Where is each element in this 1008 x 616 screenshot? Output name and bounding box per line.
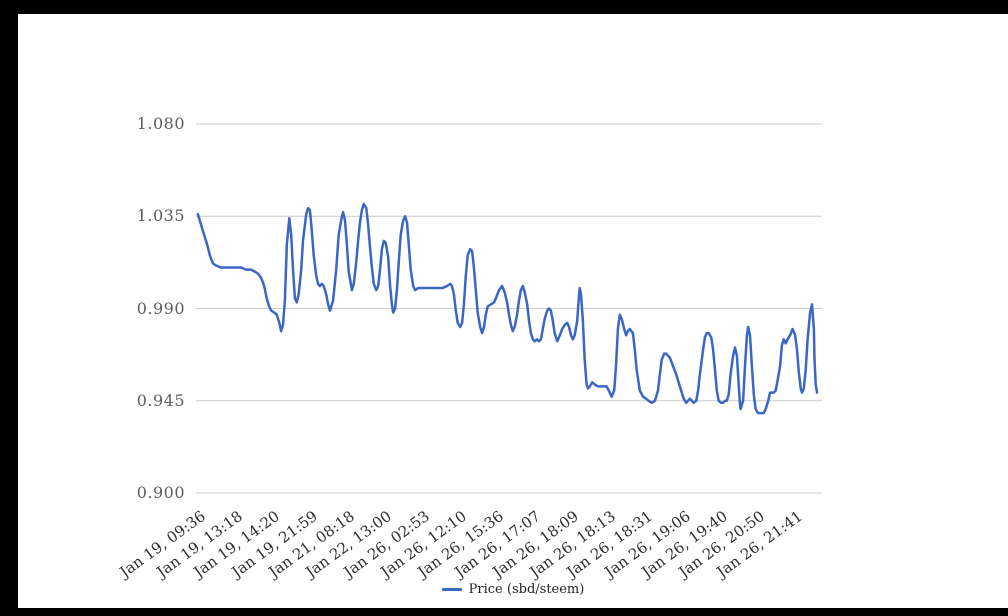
y-axis-tick-label: 0.945 [136,390,185,410]
frame-top-bar [0,0,1008,14]
y-axis-tick-label: 1.080 [136,114,185,133]
y-axis-tick-label: 0.990 [136,298,185,318]
frame-left-bar [0,0,18,616]
y-axis-tick-label: 1.035 [136,206,185,226]
frame-bottom-bar [0,608,1008,616]
legend: Price (sbd/steem) [18,580,1008,598]
y-axis-tick-label: 0.900 [136,483,185,502]
price-line [196,202,819,415]
legend-series-label: Price (sbd/steem) [468,581,585,597]
legend-line-swatch [441,587,462,591]
